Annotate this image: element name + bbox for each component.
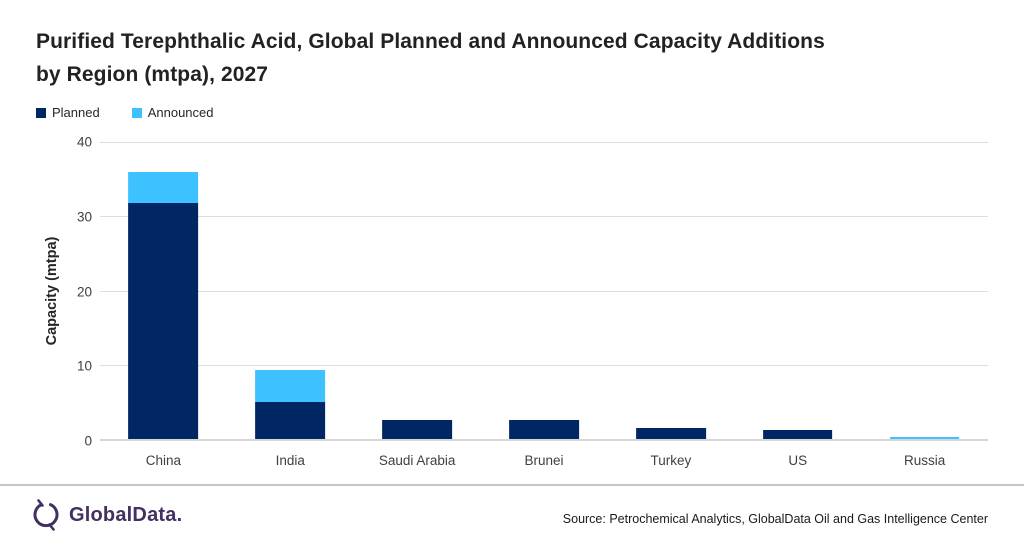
plot-area [100, 142, 988, 441]
x-axis-label: Saudi Arabia [378, 453, 456, 468]
y-tick-label: 0 [84, 433, 92, 449]
bar-segment-planned [635, 428, 706, 439]
bar-slot [734, 142, 861, 439]
bar-segment-planned [509, 420, 579, 439]
y-tick-label: 20 [76, 284, 92, 299]
y-axis-ticks: 0 10 20 30 40 [0, 135, 92, 449]
y-axis-title: Capacity (mtpa) [44, 236, 60, 346]
y-tick-label: 10 [76, 358, 92, 374]
stacked-bar-us [762, 430, 833, 439]
stacked-bar-brunei [509, 420, 579, 439]
bar-segment-announced [255, 370, 326, 402]
gridline [100, 290, 988, 292]
chart-title-line1: Purified Terephthalic Acid, Global Plann… [36, 30, 825, 53]
legend-item-planned: Planned [36, 105, 100, 120]
bar-segment-planned [128, 203, 199, 439]
stacked-bar-russia [889, 437, 960, 439]
bar-segment-planned [255, 402, 326, 439]
stacked-bar-saudi-arabia [382, 420, 453, 439]
bar-slot [607, 142, 734, 439]
stacked-bar-china [128, 172, 199, 439]
bars-row [100, 142, 988, 439]
bar-slot [481, 142, 608, 439]
x-axis-label: US [788, 453, 808, 468]
globaldata-wordmark: GlobalData. [69, 503, 183, 526]
gridline [100, 216, 988, 218]
y-tick-label: 40 [76, 134, 92, 150]
y-tick-label: 30 [76, 209, 92, 225]
bar-segment-planned [382, 420, 453, 439]
bar-segment-planned [762, 430, 833, 439]
footer-divider [0, 484, 1024, 486]
gridline [100, 142, 988, 143]
bar-segment-announced [889, 437, 960, 439]
chart-title-line2: by Region (mtpa), 2027 [36, 63, 269, 86]
chart-legend: Planned Announced [36, 105, 214, 120]
stacked-bar-turkey [635, 428, 706, 439]
globaldata-logo-icon [33, 499, 59, 531]
x-axis-label: Turkey [650, 453, 692, 468]
x-axis-label: China [145, 453, 182, 468]
bar-slot [227, 142, 354, 439]
bar-slot [100, 142, 227, 439]
legend-label-planned: Planned [52, 105, 100, 120]
legend-item-announced: Announced [131, 105, 214, 120]
stacked-bar-india [255, 370, 326, 439]
bar-slot [354, 142, 481, 439]
legend-swatch-announced [131, 107, 142, 118]
source-attribution: Source: Petrochemical Analytics, GlobalD… [562, 512, 988, 526]
chart-title: Purified Terephthalic Acid, Global Plann… [36, 25, 986, 91]
legend-swatch-planned [36, 107, 46, 118]
x-axis-label: India [275, 453, 305, 468]
globaldata-logo: GlobalData. [30, 497, 182, 533]
x-axis-label: Russia [903, 453, 946, 468]
bar-slot [861, 142, 988, 439]
x-axis-label: Brunei [524, 453, 564, 468]
bar-segment-announced [128, 172, 199, 203]
plot-wrap [100, 142, 988, 441]
x-axis-labels: China India Saudi Arabia Brunei Turkey US Russ… [100, 453, 988, 468]
legend-label-announced: Announced [147, 105, 214, 120]
gridline [100, 364, 988, 366]
